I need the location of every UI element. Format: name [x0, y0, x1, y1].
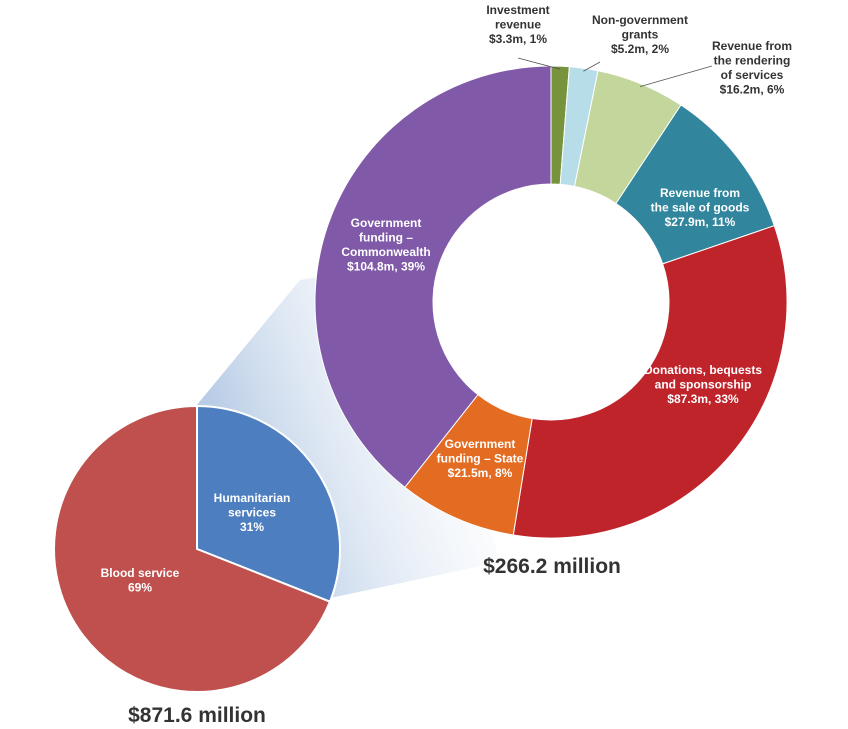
donut-label-government-funding-commonwealth-line: $104.8m, 39%	[347, 260, 425, 274]
donut-label-government-funding-commonwealth: Government funding – Commonwealth $104.8m, …	[341, 216, 430, 274]
donut-label-donations-bequests-and-sponsorship-line: and sponsorship	[655, 378, 752, 392]
donut-label-investment-revenue: Investment revenue $3.3m, 1%	[486, 3, 549, 46]
pie-label-humanitarian-services-line: services	[228, 506, 276, 520]
leader-line-revenue-from-the-rendering-of-services	[639, 65, 713, 88]
donut-label-revenue-from-the-sale-of-goods-line: Revenue from	[660, 186, 740, 200]
donut-label-revenue-from-the-sale-of-goods-line: the sale of goods	[651, 201, 750, 215]
donut-label-non-government-grants-line: $5.2m, 2%	[611, 42, 669, 56]
donut-label-government-funding-state-line: $21.5m, 8%	[448, 466, 513, 480]
expenditure-pie-chart	[53, 404, 341, 693]
donut-label-revenue-from-the-rendering-of-services-line: Revenue from	[712, 39, 792, 53]
donut-label-donations-bequests-and-sponsorship: Donations, bequests and sponsorship $87.3m…	[644, 363, 762, 406]
donut-label-government-funding-commonwealth-line: Government	[351, 216, 422, 230]
donut-label-revenue-from-the-rendering-of-services: Revenue from the rendering of services $16.…	[712, 39, 792, 97]
donut-label-non-government-grants-line: Non-government	[592, 13, 688, 27]
donut-total-label: $266.2 million	[483, 555, 621, 578]
leader-line-non-government-grants	[583, 61, 601, 72]
donut-label-revenue-from-the-rendering-of-services-line: the rendering	[714, 54, 791, 68]
pie-slice-blood-service	[53, 404, 332, 693]
pie-total-label: $871.6 million	[128, 704, 266, 727]
pie-slice-humanitarian-services	[196, 404, 341, 603]
pie-label-blood-service-line: 69%	[128, 581, 152, 595]
donut-label-investment-revenue-line: revenue	[495, 18, 541, 32]
pie-label-blood-service: Blood service 69%	[101, 566, 180, 595]
donut-label-government-funding-state-line: funding – State	[437, 452, 524, 466]
pie-label-humanitarian-services-line: Humanitarian	[214, 491, 291, 505]
donut-label-investment-revenue-line: $3.3m, 1%	[489, 32, 547, 46]
donut-label-revenue-from-the-rendering-of-services-line: $16.2m, 6%	[720, 83, 785, 97]
donut-label-government-funding-commonwealth-line: Commonwealth	[341, 245, 430, 259]
donut-label-government-funding-state: Government funding – State $21.5m, 8%	[437, 437, 524, 480]
pie-label-humanitarian-services-line: 31%	[240, 520, 264, 534]
donut-slice-government-funding-commonwealth	[314, 65, 552, 488]
donut-label-revenue-from-the-rendering-of-services-line: of services	[721, 68, 784, 82]
donut-label-revenue-from-the-sale-of-goods-line: $27.9m, 11%	[665, 215, 736, 229]
donut-label-donations-bequests-and-sponsorship-line: Donations, bequests	[644, 363, 762, 377]
revenue-donut-chart	[314, 65, 788, 539]
donut-label-government-funding-state-line: Government	[445, 437, 516, 451]
donut-label-investment-revenue-line: Investment	[486, 3, 549, 17]
donut-slice-donations-bequests-and-sponsorship	[512, 225, 788, 539]
donut-label-non-government-grants-line: grants	[622, 28, 659, 42]
slice-labels: Investment revenue $3.3m, 1% Non-government…	[101, 3, 792, 595]
donut-label-revenue-from-the-sale-of-goods: Revenue from the sale of goods $27.9m, 11%	[651, 186, 750, 229]
leader-line-investment-revenue	[517, 57, 561, 70]
donut-label-non-government-grants: Non-government grants $5.2m, 2%	[592, 13, 688, 56]
donut-label-donations-bequests-and-sponsorship-line: $87.3m, 33%	[667, 392, 739, 406]
pie-label-humanitarian-services: Humanitarian services 31%	[214, 491, 291, 534]
donut-label-government-funding-commonwealth-line: funding –	[359, 231, 413, 245]
pie-label-blood-service-line: Blood service	[101, 566, 180, 580]
